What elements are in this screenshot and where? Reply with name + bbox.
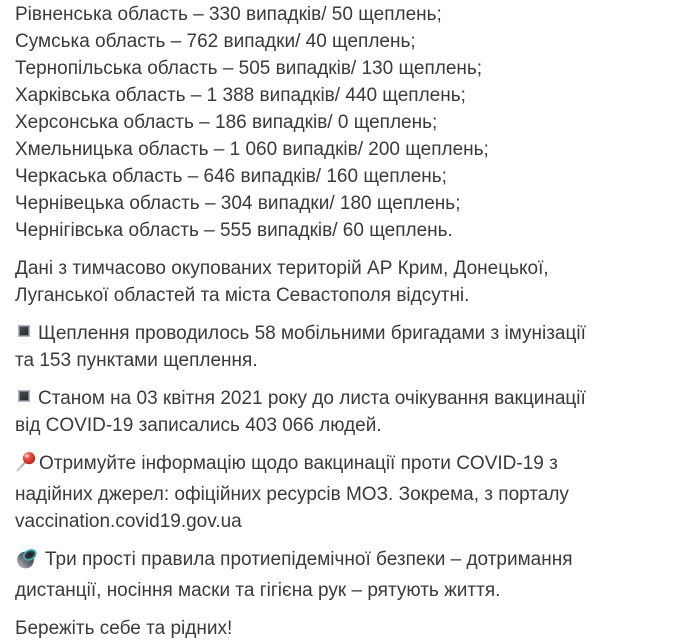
region-stat-line: Харківська область – 1 388 випадків/ 440… [15,85,466,106]
black-square-bullet-icon [18,325,30,337]
mobile-brigades-item: Щеплення проводилось 58 мобільними брига… [15,320,673,374]
mobile-brigades-text: Щеплення проводилось 58 мобільними брига… [15,323,586,371]
three-rules-text: Три прості правила протиепідемічної безп… [15,549,573,601]
loudspeaker-icon [15,548,38,577]
region-stat-line: Рівненська область – 330 випадків/ 50 ще… [15,4,442,25]
region-stat-line: Херсонська область – 186 випадків/ 0 щеп… [15,112,438,133]
waiting-list-item: Станом на 03 квітня 2021 року до листа о… [15,385,673,439]
region-stat-line: Сумська область – 762 випадки/ 40 щеплен… [15,31,416,52]
closing-text: Бережіть себе та рідних! [15,618,233,639]
region-stat-line: Чернігівська область – 555 випадків/ 60 … [15,220,453,241]
occupied-territories-text: Дані з тимчасово окупованих територій АР… [15,258,549,306]
closing-line: Бережіть себе та рідних! [15,615,673,642]
info-sources-text: Отримуйте інформацію щодо вакцинації про… [15,453,569,532]
black-square-bullet-icon [18,390,30,402]
occupied-territories-note: Дані з тимчасово окупованих територій АР… [15,255,673,309]
waiting-list-text: Станом на 03 квітня 2021 року до листа о… [15,388,586,436]
info-sources-paragraph: Отримуйте інформацію щодо вакцинації про… [15,450,673,535]
region-stat-line: Хмельницька область – 1 060 випадків/ 20… [15,139,489,160]
region-stats-list: Рівненська область – 330 випадків/ 50 ще… [15,1,673,244]
region-stat-line: Чернівецька область – 304 випадки/ 180 щ… [15,193,461,214]
region-stat-line: Тернопільська область – 505 випадків/ 13… [15,58,483,79]
region-stat-line: Черкаська область – 646 випадків/ 160 ще… [15,166,447,187]
round-pushpin-icon [15,451,37,481]
three-rules-paragraph: Три прості правила протиепідемічної безп… [15,546,673,604]
